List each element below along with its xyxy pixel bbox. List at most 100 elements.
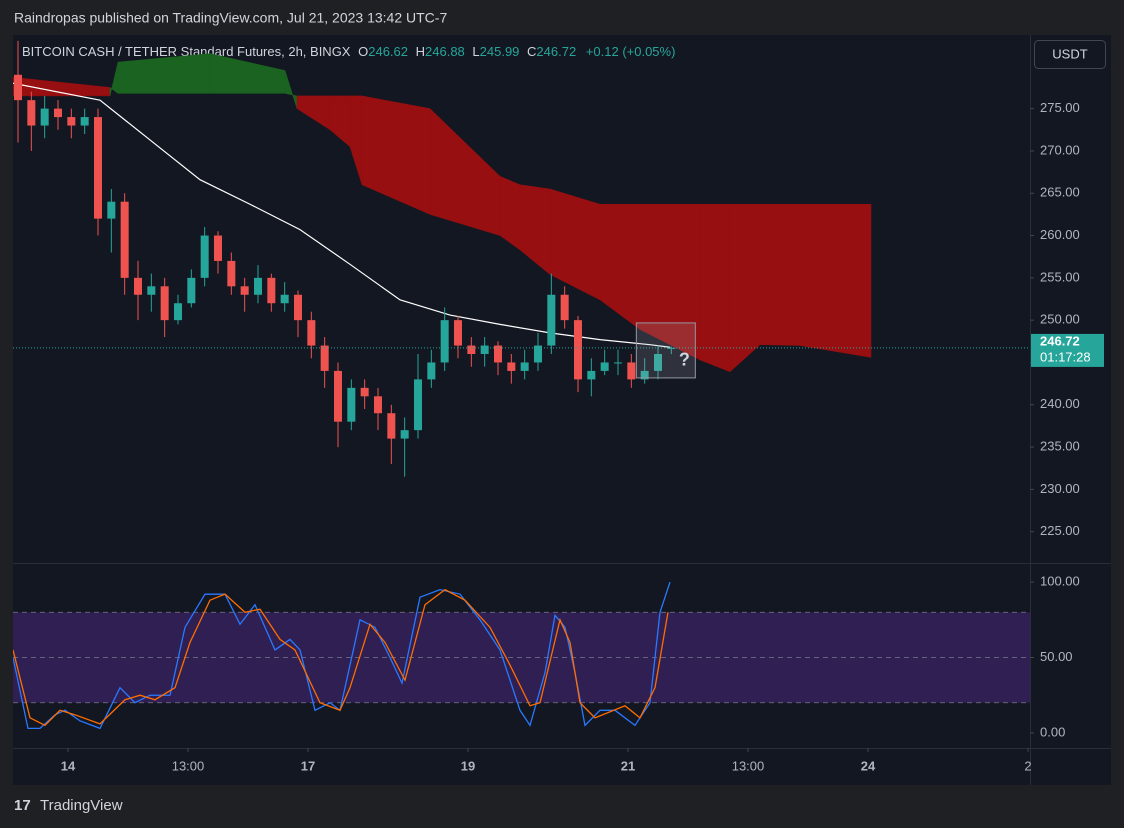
close-value: 246.72 [536,44,576,59]
footer-logo-text: TradingView [40,797,123,814]
candle-body [147,286,156,295]
change-value: +0.12 (+0.05%) [586,44,676,59]
candle-body [307,320,316,346]
candle-body [640,370,649,380]
moving-average [13,82,671,348]
candle-body [507,362,516,371]
candle-body [440,320,449,363]
candle-body [40,108,49,126]
candle-body [240,286,249,295]
stoch-pane [13,581,1030,730]
y-tick-label: 50.00 [1040,649,1073,664]
candle-body [53,108,63,118]
x-tick-label: 13:00 [172,758,205,773]
candle-body [320,345,329,371]
candle-body [227,260,236,287]
candle-body [453,320,463,346]
y-tick-label: 255.00 [1040,269,1080,284]
candle-body [413,379,423,431]
y-tick-label: 0.00 [1040,724,1065,739]
candle-body [373,396,383,414]
candle-body [627,362,636,380]
candle-body [107,201,116,219]
symbol: BITCOIN CASH / TETHER Standard Futures, … [22,44,351,59]
candle-body [27,100,36,126]
candle-body [467,345,476,354]
y-tick-label: 100.00 [1040,574,1080,589]
symbol-line: BITCOIN CASH / TETHER Standard Futures, … [22,44,675,59]
x-tick-label: 24 [861,758,876,773]
y-tick-label: 275.00 [1040,100,1080,115]
candle-body [293,294,303,321]
candle-body [200,235,209,278]
countdown-label: 01:17:28 [1040,349,1091,364]
candle-body [613,362,623,364]
x-tick-label: 19 [461,758,475,773]
candle-body [427,362,436,380]
footer-logo-mark: 17 [14,797,31,814]
currency-button[interactable]: USDT [1034,40,1106,69]
cloud-segment [799,203,872,358]
y-tick-label: 235.00 [1040,439,1080,454]
x-tick-label: 17 [301,758,315,773]
candle-body [120,201,129,278]
candle-body [93,117,103,219]
candle-body [160,286,169,321]
stoch-line [13,588,669,727]
x-tick-label: 21 [621,758,635,773]
candle-body [187,277,196,304]
low-value: 245.99 [480,44,520,59]
x-tick-label: 14 [61,758,76,773]
question-box [635,322,696,379]
cloud-segment [759,203,801,346]
currency-button-frame [1034,40,1106,69]
candle-body [67,117,76,126]
candle-body [387,413,396,439]
candle-body [587,370,596,380]
candle-body [573,320,583,380]
candle-body [600,362,609,371]
last-price-box [1031,333,1104,367]
published-line: Raindropas published on TradingView.com,… [14,10,447,26]
y-tick-label: 230.00 [1040,481,1080,496]
candle-body [360,387,369,397]
h-label: H [416,44,425,59]
candle-body [213,235,223,261]
candle-body [653,354,663,371]
candle-body [133,277,143,295]
last-price-label: 246.72 [1040,333,1080,348]
candle-body [560,294,569,321]
cloud-segment [729,203,761,373]
candle-body [280,294,289,304]
candle-body [667,347,676,349]
c-label: C [527,44,536,59]
high-value: 246.88 [425,44,465,59]
candle-body [173,303,183,321]
y-tick-label: 240.00 [1040,396,1080,411]
currency-label: USDT [1052,46,1087,61]
x-tick-label: 13:00 [732,758,765,773]
candle-body [493,345,503,363]
candle-body [547,294,556,346]
candle-body [400,430,409,439]
main-pane [13,40,1030,477]
cloud-segment [699,203,731,373]
candle-body [533,345,543,363]
y-tick-label: 260.00 [1040,227,1080,242]
y-tick-label: 265.00 [1040,185,1080,200]
candle-body [520,362,529,371]
x-tick-label: 2 [1024,758,1031,773]
open-value: 246.62 [368,44,408,59]
y-tick-label: 270.00 [1040,142,1080,157]
question-mark: ? [679,350,690,370]
candle-body [333,370,343,422]
y-tick-label: 250.00 [1040,312,1080,327]
candle-body [480,345,489,354]
candle-body [13,74,23,101]
candle-body [253,277,263,295]
candle-body [80,117,89,126]
candle-body [267,277,276,304]
y-tick-label: 225.00 [1040,523,1080,538]
